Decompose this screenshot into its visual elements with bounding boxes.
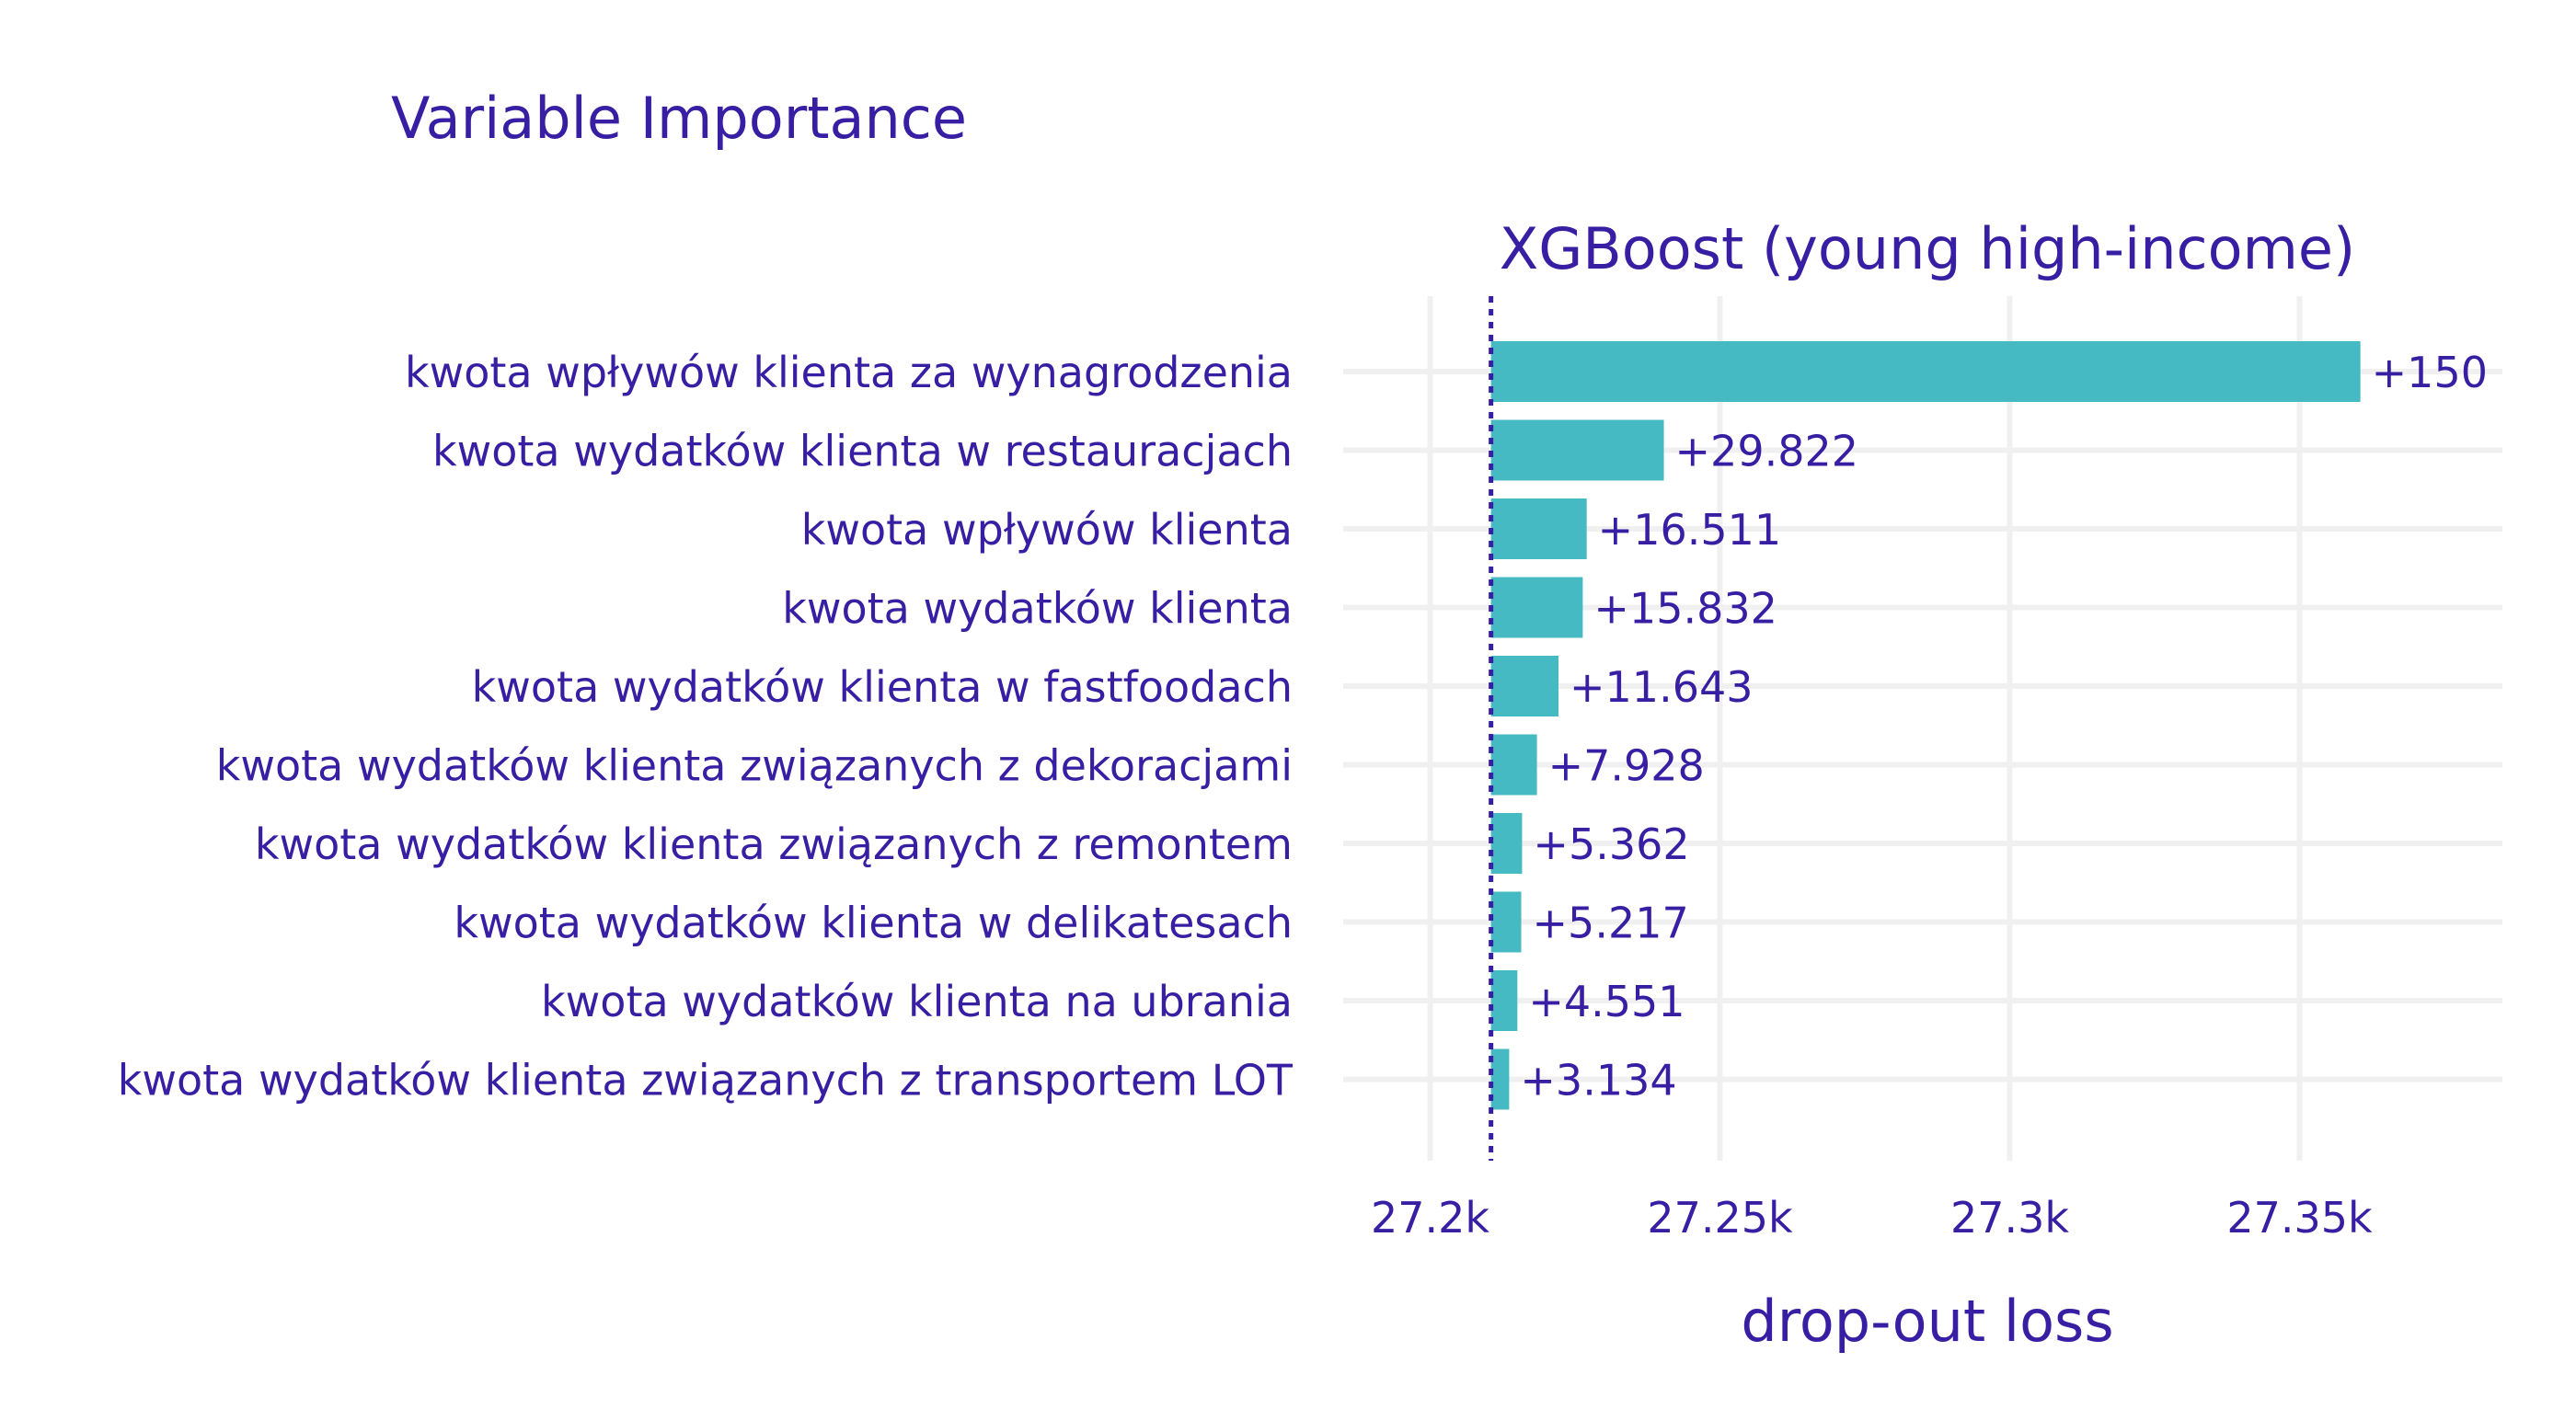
bar (1490, 419, 1664, 481)
category-labels: kwota wpływów klienta za wynagrodzenia kw… (118, 348, 1294, 1105)
value-label: +5.217 (1533, 899, 1689, 948)
value-label: +15.832 (1593, 584, 1777, 634)
x-tick-label: 27.2k (1371, 1193, 1489, 1243)
category-label: kwota wpływów klienta (801, 505, 1293, 555)
category-label: kwota wydatków klienta w delikatesach (454, 899, 1293, 948)
x-tick-label: 27.35k (2226, 1193, 2373, 1243)
bar (1490, 813, 1523, 874)
value-label: +16.511 (1598, 505, 1782, 555)
value-label: +150 (2372, 348, 2488, 397)
category-label: kwota wydatków klienta związanych z tran… (118, 1056, 1294, 1105)
value-label: +7.928 (1548, 741, 1705, 791)
bar (1490, 970, 1518, 1031)
value-label: +11.643 (1570, 662, 1754, 712)
value-label: +29.822 (1675, 427, 1859, 476)
chart-subtitle: XGBoost (young high-income) (1500, 215, 2356, 282)
category-label: kwota wydatków klienta w restauracjach (432, 427, 1293, 476)
chart-title: Variable Importance (391, 85, 967, 152)
x-tick-label: 27.25k (1647, 1193, 1793, 1243)
value-label: +4.551 (1528, 977, 1685, 1026)
bar (1490, 341, 2361, 402)
bar (1490, 656, 1559, 716)
category-label: kwota wydatków klienta (782, 584, 1293, 634)
category-label: kwota wydatków klienta w fastfoodach (472, 662, 1293, 712)
bar (1490, 891, 1522, 953)
bar (1490, 498, 1587, 559)
value-labels: +150 +29.822 +16.511 +15.832 +11.643 +7.928 +5… (1520, 348, 2488, 1105)
category-label: kwota wydatków klienta związanych z deko… (216, 741, 1293, 791)
category-label: kwota wydatków klienta związanych z remo… (255, 819, 1293, 869)
x-axis-label: drop-out loss (1741, 1288, 2113, 1355)
value-label: +3.134 (1520, 1056, 1676, 1105)
category-label: kwota wpływów klienta za wynagrodzenia (405, 348, 1293, 397)
x-tick-label: 27.3k (1950, 1193, 2069, 1243)
bars (1490, 341, 2361, 1110)
category-label: kwota wydatków klienta na ubrania (541, 977, 1293, 1026)
bar (1490, 577, 1583, 638)
x-tick-labels: 27.2k 27.25k 27.3k 27.35k (1371, 1193, 2373, 1243)
value-label: +5.362 (1533, 819, 1689, 869)
bar (1490, 1048, 1510, 1110)
bar (1490, 734, 1537, 796)
